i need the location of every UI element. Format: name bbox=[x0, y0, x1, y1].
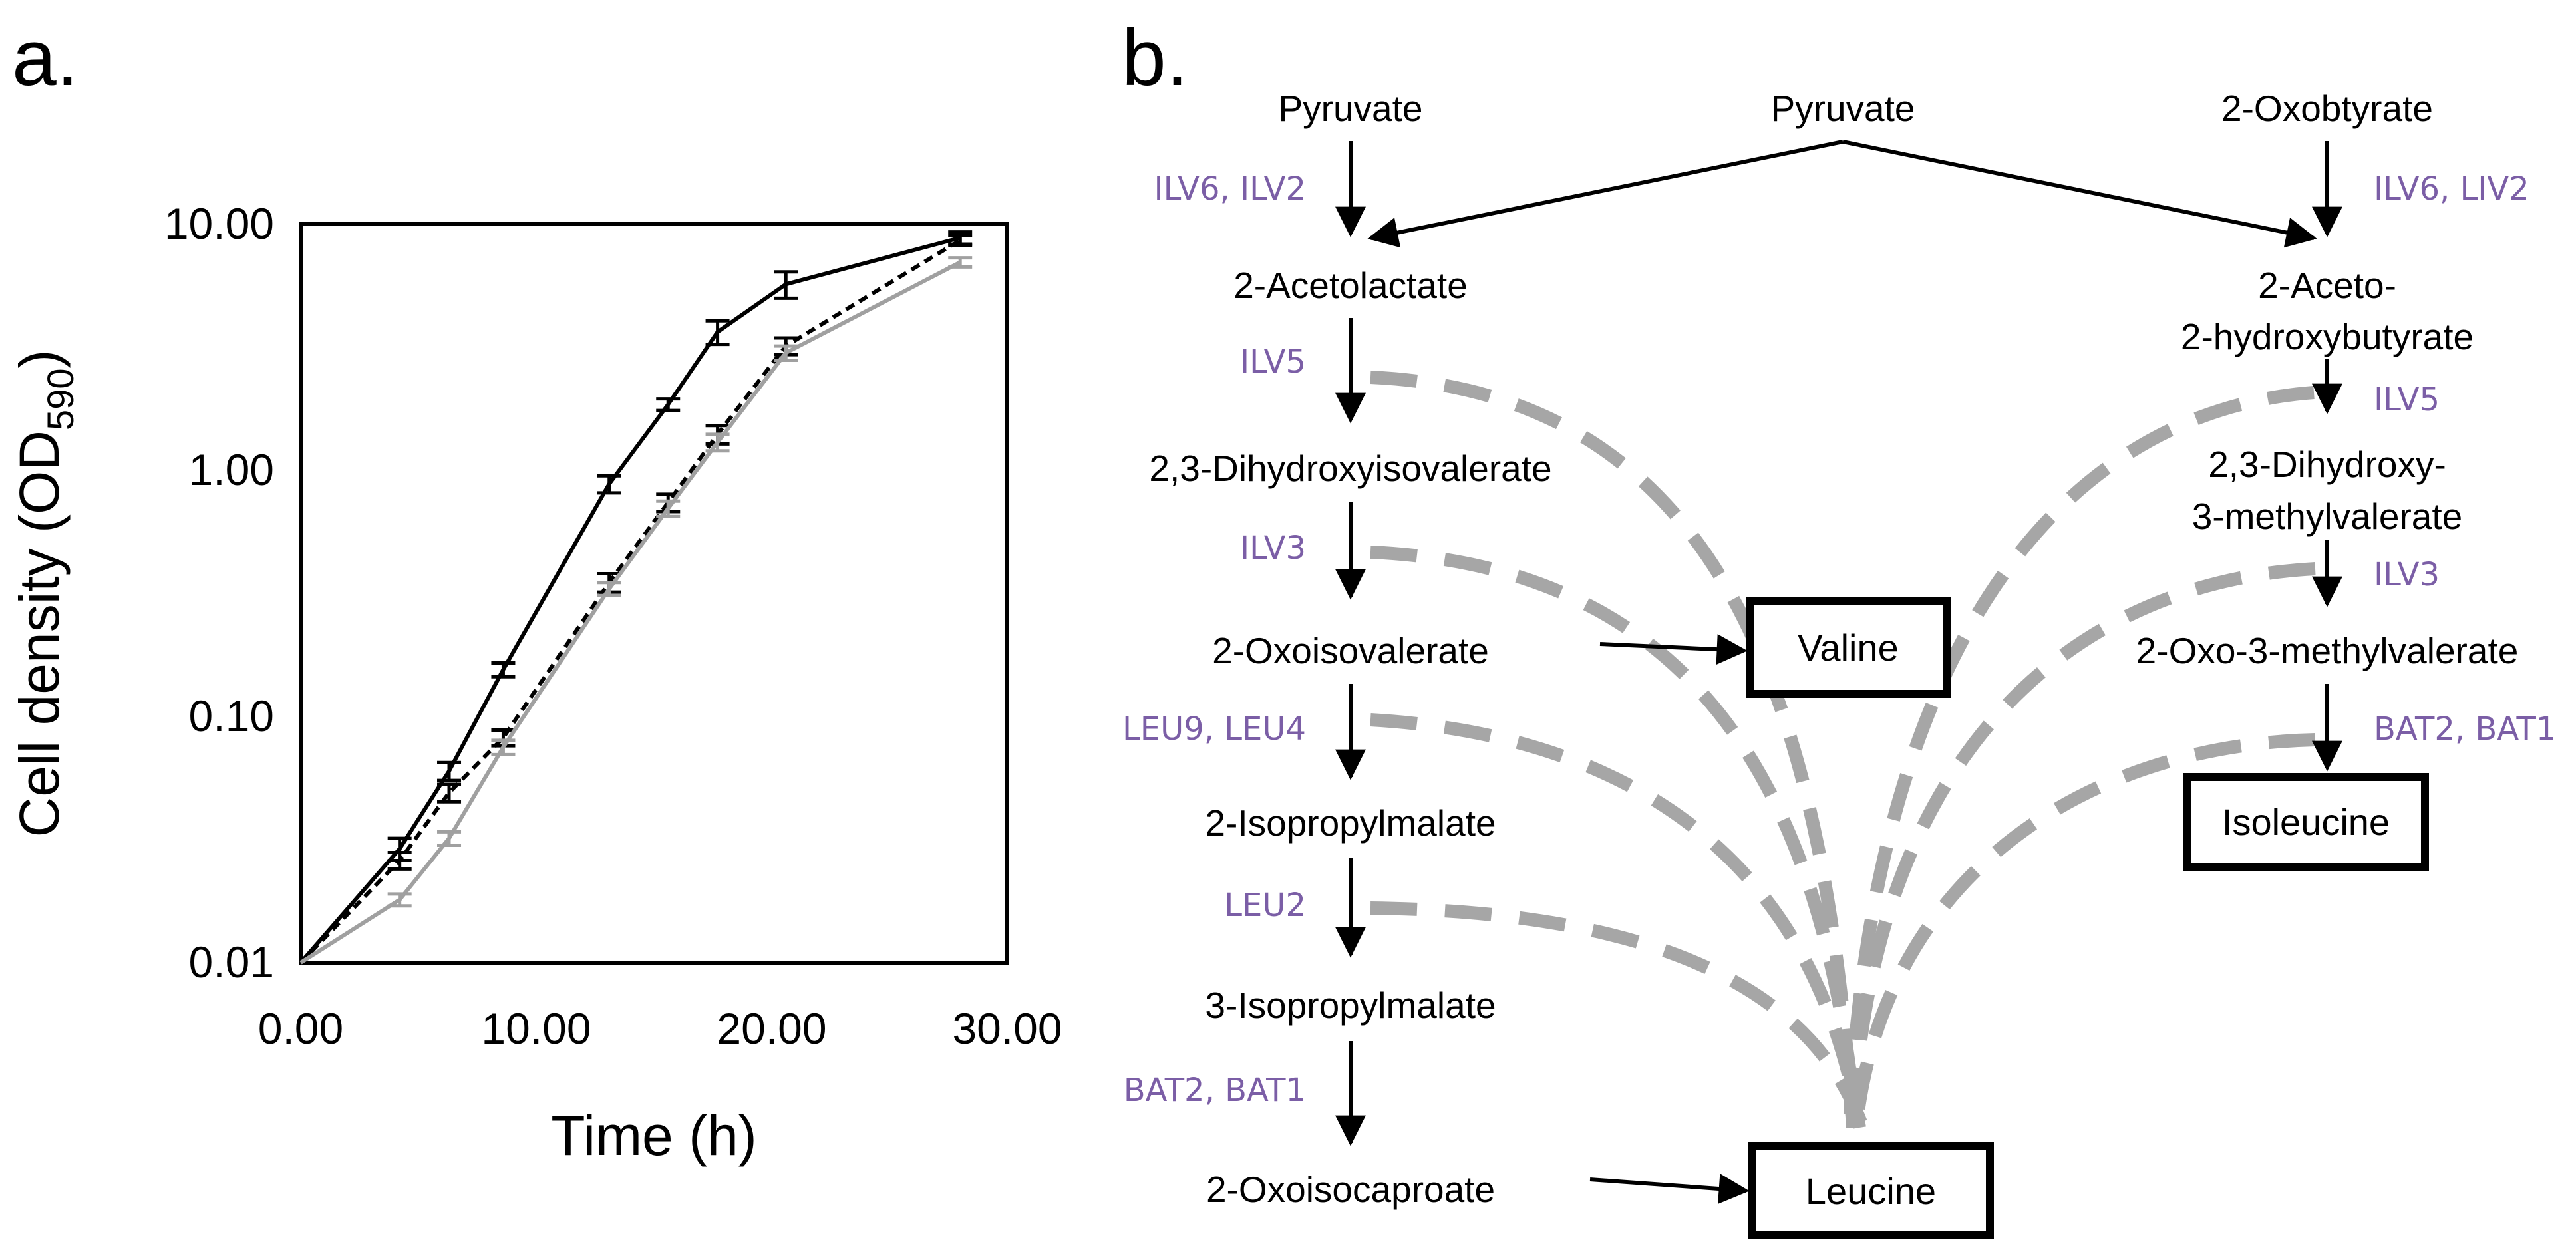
arrow-to-valine bbox=[1599, 634, 1748, 665]
x-tick-label: 30.00 bbox=[952, 1004, 1062, 1053]
series-gray bbox=[299, 256, 973, 965]
error-bar bbox=[437, 830, 462, 847]
leucine-connection-curves bbox=[1370, 371, 2316, 1130]
curve-leu9-leu4 bbox=[1370, 713, 1866, 1129]
y-tick-labels: 0.01 0.10 1.00 10.00 bbox=[164, 199, 274, 987]
dihydroxymethylvalerate-line1: 2,3-Dihydroxy- bbox=[2208, 444, 2446, 485]
x-tick-label: 20.00 bbox=[717, 1004, 826, 1053]
error-bar bbox=[656, 397, 681, 412]
error-bar bbox=[491, 738, 516, 756]
isoleucine-box bbox=[2183, 773, 2429, 871]
y-tick-label: 0.01 bbox=[189, 937, 274, 987]
enzyme-ilv3-right: ILV3 bbox=[2374, 556, 2440, 593]
panel-b-label: b. bbox=[1122, 13, 1188, 102]
pyruvate-left: Pyruvate bbox=[1278, 88, 1422, 129]
curve-leu2 bbox=[1370, 901, 1869, 1130]
enzyme-ilv3-left: ILV3 bbox=[1240, 530, 1306, 567]
error-bar bbox=[774, 344, 798, 363]
arrow-to-leucine bbox=[1589, 1174, 1750, 1204]
plot-frame bbox=[299, 222, 1009, 965]
center-pyruvate-arrows bbox=[1367, 140, 2317, 248]
y-axis-label: Cell density (OD590) bbox=[8, 350, 81, 838]
series-layer bbox=[299, 230, 973, 965]
acetohydroxybutyrate-line2: 2-hydroxybutyrate bbox=[2181, 316, 2474, 357]
x-tick-label: 0.00 bbox=[258, 1004, 343, 1053]
growth-chart: 0.01 0.10 1.00 10.00 0.00 10.00 20.00 30.00 bbox=[164, 199, 1062, 1053]
error-bar bbox=[774, 270, 798, 300]
curve-ilv3-left bbox=[1370, 546, 1863, 1128]
error-bar bbox=[597, 581, 621, 597]
oxoisovalerate: 2-Oxoisovalerate bbox=[1212, 630, 1489, 671]
error-bar bbox=[491, 661, 516, 679]
acetohydroxybutyrate-line1: 2-Aceto- bbox=[2258, 265, 2396, 306]
panel-a: a. 0.01 0.10 1.00 10.00 0.00 10.00 20.00 30.00… bbox=[8, 13, 1062, 1167]
isopropylmalate-3: 3-Isopropylmalate bbox=[1205, 985, 1496, 1026]
curve-bat-right bbox=[1850, 733, 2316, 1129]
dihydroxyisovalerate: 2,3-Dihydroxyisovalerate bbox=[1149, 448, 1551, 489]
error-bar bbox=[705, 432, 730, 453]
valine-box bbox=[1746, 597, 1951, 698]
error-bar bbox=[656, 499, 681, 518]
error-bar bbox=[387, 851, 412, 871]
enzyme-labels: ILV6, ILV2 ILV5 ILV3 LEU9, LEU4 LEU2 BAT… bbox=[1122, 170, 2556, 1109]
oxomethylvalerate: 2-Oxo-3-methylvalerate bbox=[2136, 630, 2519, 671]
series-dashed-black bbox=[299, 234, 973, 965]
enzyme-ilv6-ilv2: ILV6, ILV2 bbox=[1154, 170, 1306, 208]
x-axis-label: Time (h) bbox=[551, 1104, 757, 1167]
oxobutyrate: 2-Oxobtyrate bbox=[2221, 88, 2433, 129]
error-bar bbox=[437, 782, 462, 804]
panel-b: b. bbox=[1122, 13, 2556, 1239]
arrow-center-to-acetohydroxybutyrate bbox=[1842, 140, 2317, 248]
product-boxes: Valine Isoleucine Leucine bbox=[1746, 597, 2429, 1239]
enzyme-ilv5-left: ILV5 bbox=[1240, 343, 1306, 381]
enzyme-leu2: LEU2 bbox=[1224, 887, 1306, 924]
acetolactate: 2-Acetolactate bbox=[1233, 265, 1468, 306]
dihydroxymethylvalerate-line2: 3-methylvalerate bbox=[2192, 496, 2463, 537]
enzyme-ilv5-right: ILV5 bbox=[2374, 381, 2440, 418]
y-tick-label: 1.00 bbox=[189, 445, 274, 494]
x-tick-label: 10.00 bbox=[481, 1004, 591, 1053]
curve-ilv5-right bbox=[1843, 386, 2315, 1128]
arrow-center-to-acetolactate bbox=[1367, 140, 1844, 248]
error-bar bbox=[597, 474, 621, 495]
error-bar bbox=[948, 234, 973, 247]
oxoisocaproate: 2-Oxoisocaproate bbox=[1206, 1169, 1495, 1210]
panel-a-label: a. bbox=[12, 13, 79, 102]
leucine-box bbox=[1748, 1142, 1994, 1239]
error-bar bbox=[948, 256, 973, 269]
metabolite-labels: Pyruvate Pyruvate 2-Oxobtyrate 2-Acetola… bbox=[1149, 88, 2518, 1210]
error-bar bbox=[705, 319, 730, 347]
series-solid-black bbox=[299, 230, 973, 964]
y-tick-label: 10.00 bbox=[164, 199, 274, 248]
error-bar bbox=[387, 892, 412, 908]
product-arrows bbox=[1589, 634, 1750, 1204]
pyruvate-center: Pyruvate bbox=[1770, 88, 1915, 129]
enzyme-bat-right: BAT2, BAT1 bbox=[2374, 710, 2556, 748]
x-tick-labels: 0.00 10.00 20.00 30.00 bbox=[258, 1004, 1062, 1053]
isopropylmalate-2: 2-Isopropylmalate bbox=[1205, 802, 1496, 844]
enzyme-bat-left: BAT2, BAT1 bbox=[1124, 1072, 1306, 1109]
curve-ilv3-right bbox=[1846, 562, 2316, 1128]
isoleucine-label: Isoleucine bbox=[2222, 801, 2390, 843]
error-bar bbox=[437, 760, 462, 782]
valine-label: Valine bbox=[1798, 627, 1899, 669]
enzyme-ilv6-liv2: ILV6, LIV2 bbox=[2374, 170, 2529, 208]
enzyme-leu9-leu4: LEU9, LEU4 bbox=[1122, 710, 1306, 748]
leucine-label: Leucine bbox=[1806, 1170, 1936, 1212]
y-tick-label: 0.10 bbox=[189, 691, 274, 740]
